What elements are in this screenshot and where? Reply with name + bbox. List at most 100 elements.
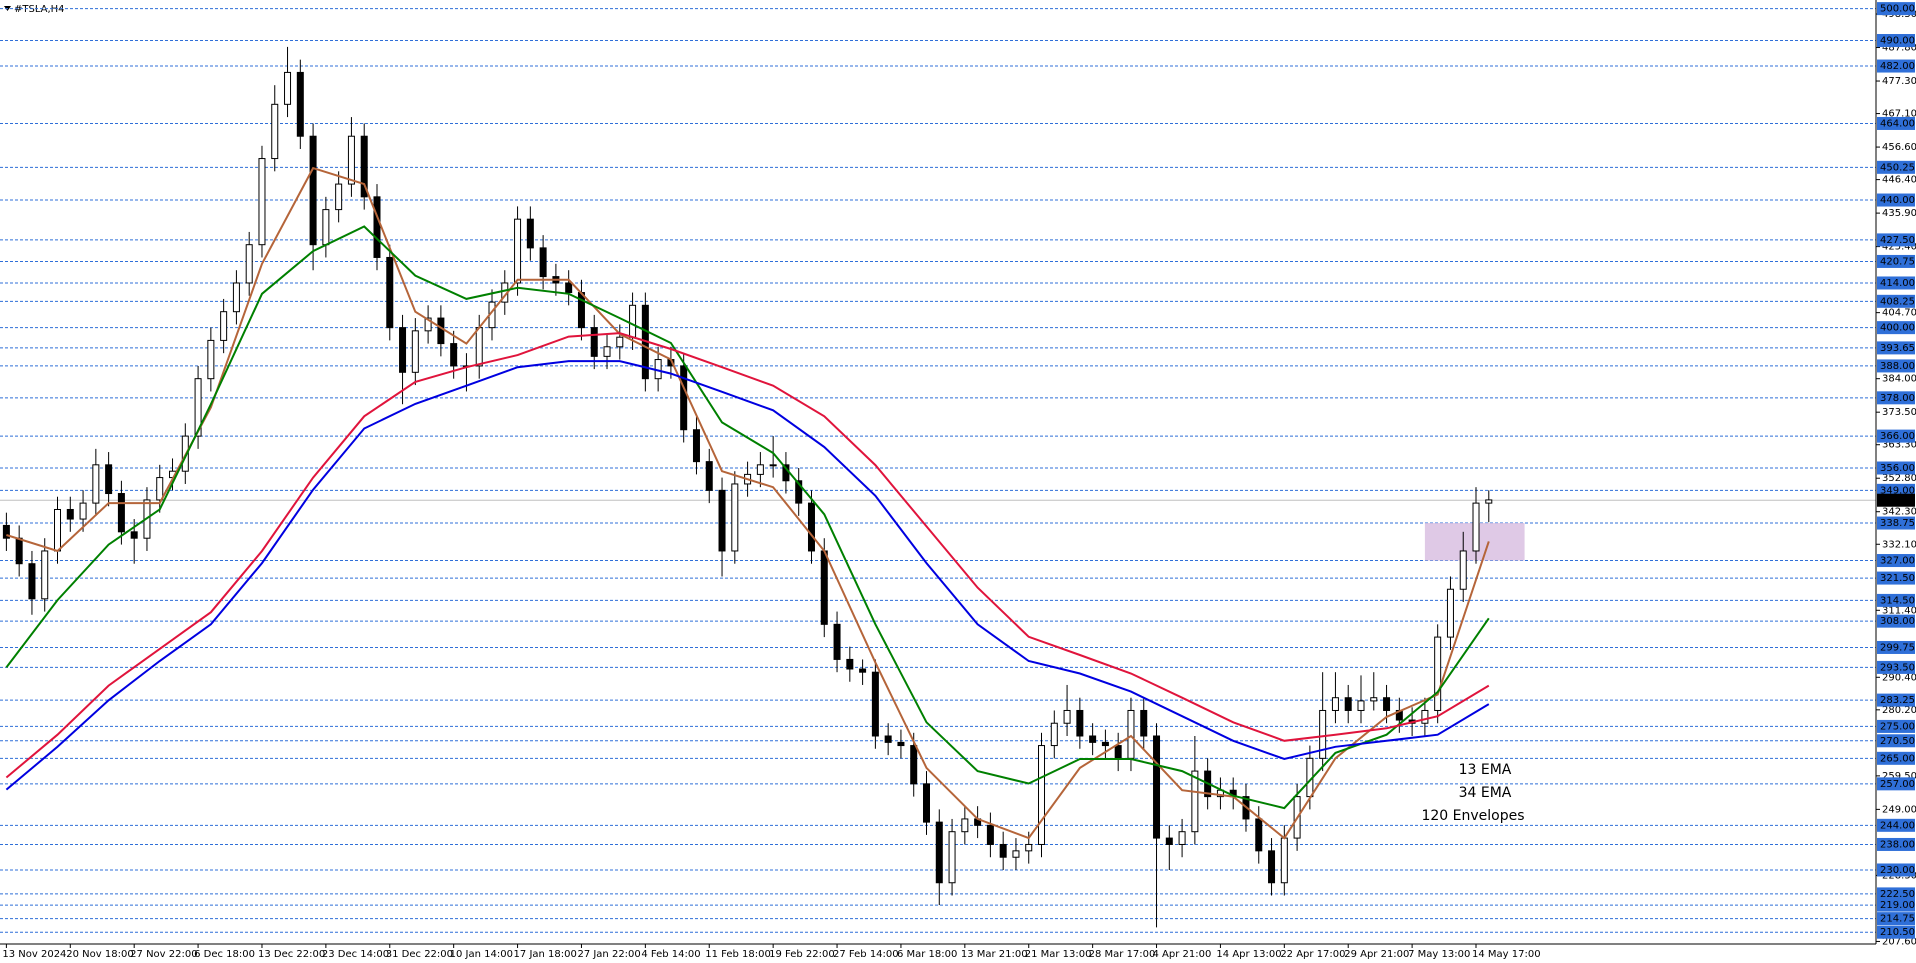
level-label: 314.50: [1880, 595, 1915, 606]
x-tick-label: 10 Jan 14:00: [450, 949, 513, 960]
level-box: [1877, 818, 1915, 832]
indicator-line: [6, 166, 1490, 840]
y-tick-label: 280.20: [1882, 705, 1916, 716]
candle-body: [616, 336, 624, 348]
x-tick-label: 11 Feb 18:00: [705, 949, 771, 960]
level-box: [1877, 554, 1915, 568]
candle-body: [1165, 837, 1173, 845]
candle-body: [1485, 499, 1493, 504]
candle-body: [1319, 709, 1327, 759]
candle-body: [424, 317, 432, 332]
level-label: 500.00: [1880, 4, 1915, 15]
candle-body: [910, 745, 918, 785]
candle-body: [41, 550, 49, 600]
candle-body: [795, 480, 803, 504]
x-tick-label: 20 Nov 18:00: [66, 949, 133, 960]
candle-body: [475, 327, 483, 367]
x-tick-label: 13 Mar 21:00: [961, 949, 1028, 960]
x-tick-label: 6 Mar 18:00: [897, 949, 957, 960]
candle-body: [1178, 831, 1186, 845]
level-box: [1877, 341, 1915, 355]
level-box: [1877, 734, 1915, 748]
level-box: [1877, 693, 1915, 707]
indicator-line: [5, 360, 1490, 791]
legend-entry: 34 EMA: [1459, 785, 1512, 801]
x-tick-label: 13 Dec 22:00: [258, 949, 325, 960]
level-label: 293.50: [1880, 662, 1915, 673]
candle-body: [935, 821, 943, 884]
level-box: [1877, 887, 1915, 901]
level-box: [1877, 160, 1915, 174]
y-tick-label: 363.30: [1882, 440, 1916, 451]
candle-body: [1153, 735, 1161, 839]
level-box: [1877, 59, 1915, 73]
level-label: 400.00: [1880, 323, 1915, 334]
y-tick-label: 259.50: [1882, 771, 1916, 782]
level-box: [1877, 593, 1915, 607]
candle-body: [130, 531, 138, 539]
candle-body: [207, 339, 215, 380]
level-box: [1877, 660, 1915, 674]
level-box: [1877, 777, 1915, 791]
level-label: 393.65: [1880, 343, 1915, 354]
candle-body: [1434, 636, 1442, 711]
y-tick-label: 467.10: [1882, 109, 1916, 120]
candle-body: [884, 735, 892, 743]
level-label: 321.50: [1880, 573, 1915, 584]
candle-body: [756, 464, 764, 475]
legend-entry: 13 EMA: [1459, 762, 1512, 778]
y-tick-label: 435.90: [1882, 208, 1916, 219]
candle-body: [1370, 697, 1378, 702]
candle-body: [232, 282, 240, 313]
candle-body: [1280, 837, 1288, 884]
candle-body: [565, 282, 573, 294]
candle-body: [1255, 818, 1263, 852]
candle-body: [296, 71, 304, 137]
candle-body: [1025, 843, 1033, 852]
candle-body: [718, 489, 726, 552]
candle-body: [680, 365, 688, 431]
candle-body: [66, 508, 74, 520]
candle-body: [807, 502, 815, 552]
level-box: [1877, 837, 1915, 851]
level-box: [1877, 116, 1915, 130]
candle-body: [1459, 550, 1467, 590]
level-box: [1877, 254, 1915, 268]
candle-body: [284, 71, 292, 105]
level-box: [1877, 429, 1915, 443]
candle-body: [258, 158, 266, 246]
level-label: 408.25: [1880, 296, 1915, 307]
level-label: 214.75: [1880, 914, 1915, 925]
candle-body: [2, 524, 10, 539]
candle-body: [846, 658, 854, 670]
candle-body: [1063, 709, 1071, 724]
candle-body: [961, 818, 969, 833]
level-label: 388.00: [1880, 361, 1915, 372]
x-tick-label: 4 Apr 21:00: [1153, 949, 1212, 960]
level-label: 210.50: [1880, 927, 1915, 938]
indicator-line: [5, 225, 1490, 810]
candle-body: [399, 327, 407, 373]
candle-body: [386, 256, 394, 329]
candle-body: [271, 103, 279, 160]
y-tick-label: 207.60: [1882, 936, 1916, 947]
x-tick-label: 27 Feb 14:00: [833, 949, 899, 960]
candle-body: [603, 346, 611, 357]
level-label: 378.00: [1880, 393, 1915, 404]
level-box: [1877, 193, 1915, 207]
candle-body: [220, 311, 228, 341]
x-tick-label: 6 Dec 18:00: [194, 949, 255, 960]
candle-body: [1101, 741, 1109, 747]
candle-body: [411, 330, 419, 373]
y-tick-label: 384.00: [1882, 374, 1916, 385]
candle-body: [1050, 722, 1058, 747]
candle-body: [922, 783, 930, 823]
candle-body: [820, 550, 828, 625]
level-label: 450.25: [1880, 162, 1915, 173]
candle-body: [1140, 709, 1148, 737]
level-label: 283.25: [1880, 695, 1915, 706]
level-label: 440.00: [1880, 195, 1915, 206]
x-tick-label: 29 Apr 21:00: [1344, 949, 1409, 960]
